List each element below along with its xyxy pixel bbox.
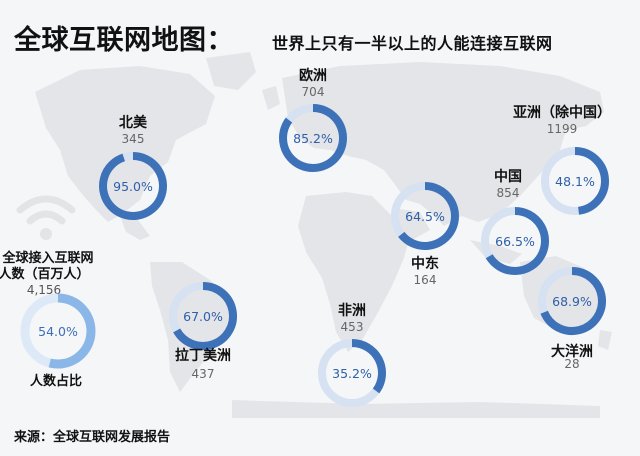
region-4-donut: 66.5% [481,207,549,275]
source-note: 来源：全球互联网发展报告 [14,430,171,445]
region-3-name: 亚洲（除中国） [513,104,611,121]
region-8-donut: 68.9% [538,267,606,335]
region-8-name: 大洋洲 [551,343,593,360]
region-7-percent-label: 35.2% [332,366,372,381]
region-7-users: 453 [341,320,364,334]
region-6-name: 拉丁美洲 [175,347,231,364]
region-2-donut: 85.2% [279,104,347,172]
region-1-donut: 95.0% [99,152,167,220]
region-5-percent-label: 64.5% [405,209,445,224]
region-2-users: 704 [302,85,325,99]
region-5-name: 中东 [411,255,439,272]
region-7-name: 非洲 [338,302,366,319]
region-1-users: 345 [122,132,145,146]
region-8-users: 28 [564,357,579,371]
region-5-ring-arc [398,182,459,250]
legend-percent-label: 54.0% [38,324,78,339]
region-3-percent-label: 48.1% [555,174,595,189]
region-2-ring-arc [279,104,347,172]
region-6-donut: 67.0% [169,282,237,350]
page-subtitle: 世界上只有一半以上的人能连接互联网 [272,34,553,53]
legend-donut: 54.0% [20,293,96,369]
wifi-icon [16,195,76,240]
region-5-donut: 64.5% [391,182,459,250]
region-4-name: 中国 [494,168,522,185]
region-4-users: 854 [497,186,520,200]
region-4-ring-arc [485,207,549,275]
region-5-users: 164 [414,273,437,287]
region-7-donut: 35.2% [318,339,386,407]
region-8-ring-arc [540,267,606,335]
legend-value: 4,156 [27,283,61,297]
region-6-ring-arc [173,282,237,350]
region-7-ring-arc [351,339,386,394]
region-8-percent-label: 68.9% [552,294,592,309]
region-2-percent-label: 85.2% [293,131,333,146]
region-3-ring-arc [574,147,609,215]
legend-header-line2: 人数（百万人） [0,266,90,282]
region-1-percent-label: 95.0% [113,179,153,194]
legend-ring-arc [48,293,96,369]
legend-header-line1: 全球接入互联网 [1,250,93,266]
region-4-percent-label: 66.5% [495,234,535,249]
page-title: 全球互联网地图： [14,25,234,56]
region-2-name: 欧洲 [299,67,327,84]
region-6-users: 437 [192,367,215,381]
region-1-ring-arc [99,152,167,220]
region-1-name: 北美 [119,114,148,131]
legend-caption: 人数占比 [30,373,82,389]
region-3-users: 1199 [547,122,578,136]
region-3-donut: 48.1% [541,147,609,215]
region-6-percent-label: 67.0% [183,309,223,324]
